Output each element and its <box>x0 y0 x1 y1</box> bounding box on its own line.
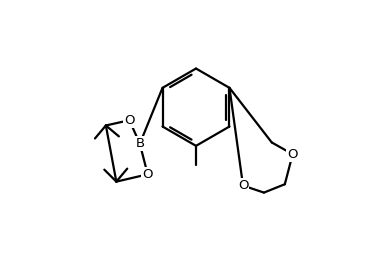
Text: B: B <box>135 137 144 150</box>
Text: O: O <box>238 179 248 192</box>
Text: O: O <box>142 168 153 181</box>
Text: O: O <box>287 148 298 161</box>
Text: O: O <box>124 114 134 127</box>
